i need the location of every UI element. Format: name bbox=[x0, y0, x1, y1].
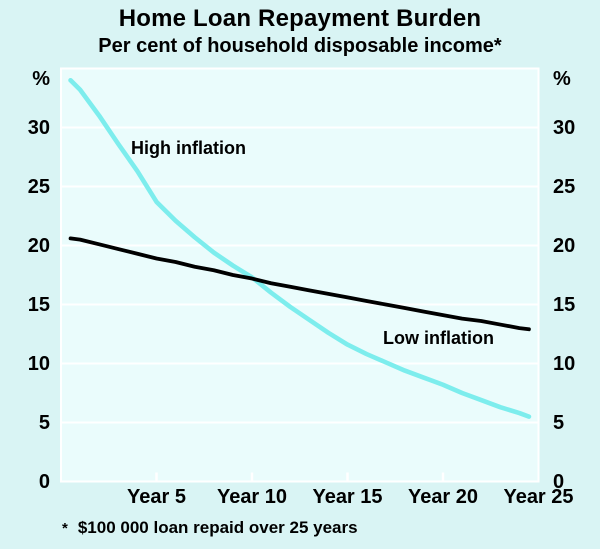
x-tick-label: Year 10 bbox=[216, 486, 288, 508]
y-tick-label: 0 bbox=[38, 470, 50, 493]
plot-area bbox=[61, 68, 539, 482]
footnote: * $100 000 loan repaid over 25 years bbox=[62, 518, 358, 538]
series-label-high-inflation: High inflation bbox=[131, 138, 246, 158]
y-tick-label: 15 bbox=[27, 293, 50, 316]
series-line-high-inflation bbox=[68, 78, 532, 419]
y-tick-label: 15 bbox=[553, 293, 576, 316]
y-tick-label: 0 bbox=[553, 470, 565, 493]
y-tick-label: 30 bbox=[553, 116, 576, 139]
x-tick-label: Year 15 bbox=[312, 486, 383, 508]
y-axis-unit-left: % bbox=[32, 68, 50, 90]
y-axis-unit-right: % bbox=[553, 68, 571, 90]
footnote-asterisk: * bbox=[62, 520, 68, 537]
y-tick-label: 5 bbox=[553, 411, 565, 434]
series-line-low-inflation bbox=[68, 236, 531, 332]
y-tick-label: 20 bbox=[553, 234, 576, 257]
x-tick-label: Year 25 bbox=[503, 486, 574, 508]
y-tick-label: 10 bbox=[27, 352, 50, 375]
y-tick-label: 5 bbox=[38, 411, 50, 434]
y-tick-label: 20 bbox=[27, 234, 50, 257]
chart-subtitle: Per cent of household disposable income* bbox=[98, 35, 502, 57]
y-tick-label: 10 bbox=[553, 352, 576, 375]
plot-frame bbox=[60, 67, 540, 483]
x-tick-label: Year 20 bbox=[407, 486, 479, 508]
x-tick-label: Year 5 bbox=[127, 486, 186, 508]
y-tick-label: 30 bbox=[27, 116, 50, 139]
y-tick-label: 25 bbox=[27, 175, 50, 198]
series-label-low-inflation: Low inflation bbox=[383, 328, 494, 348]
footnote-text: $100 000 loan repaid over 25 years bbox=[77, 518, 358, 537]
y-tick-label: 25 bbox=[553, 175, 576, 198]
chart-title: Home Loan Repayment Burden bbox=[118, 5, 482, 32]
